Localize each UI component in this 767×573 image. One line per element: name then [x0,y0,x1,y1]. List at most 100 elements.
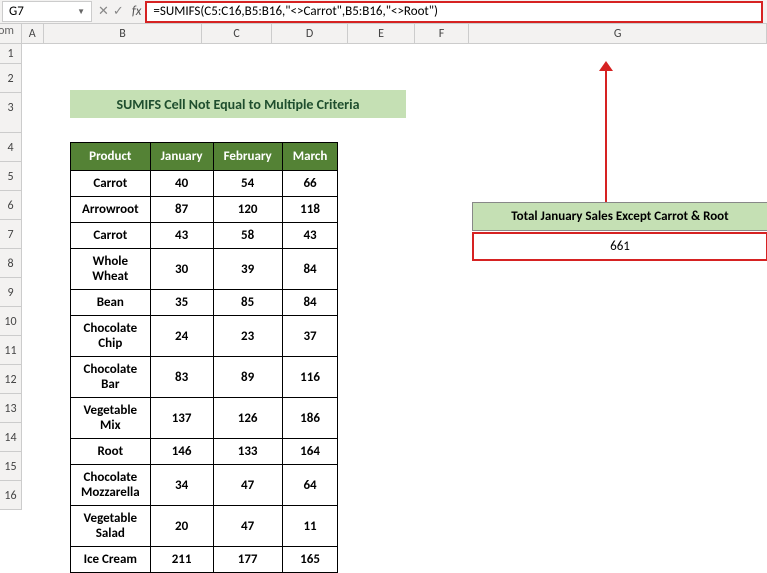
row-header[interactable]: 9 [0,278,22,307]
row-header[interactable]: 3 [0,93,22,133]
row-header[interactable]: 13 [0,394,22,423]
spreadsheet-grid: A B C D E F G 1 2 3 4 5 6 7 8 9 10 11 12… [0,24,767,44]
result-value-text: 661 [610,239,630,254]
cell-march[interactable]: 84 [282,249,338,290]
column-headers: A B C D E F G [0,24,767,44]
cell-january[interactable]: 83 [150,357,213,398]
col-header[interactable]: E [348,24,414,43]
col-header[interactable]: F [415,24,470,43]
table-row: Whole Wheat303984 [71,249,338,290]
result-label-text: Total January Sales Except Carrot & Root [511,209,728,224]
cell-january[interactable]: 40 [150,171,213,197]
col-header[interactable]: D [272,24,348,43]
cell-product[interactable]: Carrot [71,171,151,197]
row-header[interactable]: 6 [0,191,22,220]
header-march: March [282,143,338,171]
cell-product[interactable]: Chocolate Chip [71,316,151,357]
cancel-icon[interactable]: ✕ [98,4,109,19]
cell-january[interactable]: 43 [150,223,213,249]
col-header[interactable]: B [44,24,203,43]
table-row: Bean358584 [71,290,338,316]
row-header[interactable]: 14 [0,423,22,452]
row-header[interactable]: 4 [0,133,22,162]
cell-march[interactable]: 186 [282,398,338,439]
cell-january[interactable]: 146 [150,439,213,465]
row-header[interactable]: 5 [0,162,22,191]
cell-product[interactable]: Vegetable Salad [71,506,151,547]
formula-bar[interactable]: =SUMIFS(C5:C16,B5:B16,"<>Carrot",B5:B16,… [145,1,763,23]
cell-january[interactable]: 35 [150,290,213,316]
cell-january[interactable]: 34 [150,465,213,506]
table-header-row: Product January February March [71,143,338,171]
cell-march[interactable]: 164 [282,439,338,465]
header-january: January [150,143,213,171]
cell-product[interactable]: Carrot [71,223,151,249]
cell-february[interactable]: 126 [213,398,282,439]
cell-march[interactable]: 64 [282,465,338,506]
row-header[interactable]: 7 [0,220,22,249]
cell-march[interactable]: 165 [282,547,338,573]
cell-product[interactable]: Vegetable Mix [71,398,151,439]
table-row: Vegetable Mix137126186 [71,398,338,439]
cell-march[interactable]: 116 [282,357,338,398]
chevron-down-icon[interactable]: ▼ [77,7,85,17]
cell-january[interactable]: 137 [150,398,213,439]
cell-january[interactable]: 211 [150,547,213,573]
table-row: Carrot435843 [71,223,338,249]
row-header[interactable]: 15 [0,452,22,481]
row-header[interactable]: 1 [0,44,22,64]
cell-february[interactable]: 39 [213,249,282,290]
cell-march[interactable]: 11 [282,506,338,547]
cell-february[interactable]: 89 [213,357,282,398]
cell-product[interactable]: Chocolate Bar [71,357,151,398]
cell-march[interactable]: 37 [282,316,338,357]
cell-march[interactable]: 66 [282,171,338,197]
cell-january[interactable]: 87 [150,197,213,223]
row-header[interactable]: 10 [0,307,22,336]
row-headers: 1 2 3 4 5 6 7 8 9 10 11 12 13 14 15 16 [0,44,22,510]
cell-product[interactable]: Chocolate Mozzarella [71,465,151,506]
cell-march[interactable]: 118 [282,197,338,223]
cell-march[interactable]: 43 [282,223,338,249]
cell-february[interactable]: 47 [213,465,282,506]
cell-march[interactable]: 84 [282,290,338,316]
col-header[interactable]: A [22,24,44,43]
col-header[interactable]: G [469,24,767,43]
col-header[interactable]: C [202,24,271,43]
row-header[interactable]: 11 [0,336,22,365]
cell-february[interactable]: 177 [213,547,282,573]
enter-icon[interactable]: ✓ [113,4,124,19]
row-header[interactable]: 2 [0,64,22,93]
table-row: Chocolate Bar8389116 [71,357,338,398]
cell-february[interactable]: 23 [213,316,282,357]
result-value-cell[interactable]: 661 [472,232,767,261]
row-header[interactable]: 8 [0,249,22,278]
cell-february[interactable]: 133 [213,439,282,465]
table-row: Carrot405466 [71,171,338,197]
cell-february[interactable]: 47 [213,506,282,547]
table-row: Arrowroot87120118 [71,197,338,223]
cell-product[interactable]: Ice Cream [71,547,151,573]
cell-product[interactable]: Arrowroot [71,197,151,223]
cell-february[interactable]: 120 [213,197,282,223]
row-header[interactable]: 16 [0,481,22,510]
result-label-cell[interactable]: Total January Sales Except Carrot & Root [472,202,767,231]
cell-product[interactable]: Bean [71,290,151,316]
cell-product[interactable]: Root [71,439,151,465]
cell-january[interactable]: 30 [150,249,213,290]
cell-product[interactable]: Whole Wheat [71,249,151,290]
table-row: Vegetable Salad204711 [71,506,338,547]
cell-february[interactable]: 85 [213,290,282,316]
fx-icon[interactable]: fx [128,4,146,19]
cell-january[interactable]: 20 [150,506,213,547]
watermark-text: exceldemy.com [0,24,14,38]
row-header[interactable]: 12 [0,365,22,394]
name-box[interactable]: G7 ▼ [2,1,92,22]
formula-text: =SUMIFS(C5:C16,B5:B16,"<>Carrot",B5:B16,… [153,4,438,19]
cell-february[interactable]: 54 [213,171,282,197]
cell-january[interactable]: 24 [150,316,213,357]
table-row: Chocolate Mozzarella344764 [71,465,338,506]
callout-arrow-head-icon [599,61,613,71]
cell-february[interactable]: 58 [213,223,282,249]
header-product: Product [71,143,151,171]
